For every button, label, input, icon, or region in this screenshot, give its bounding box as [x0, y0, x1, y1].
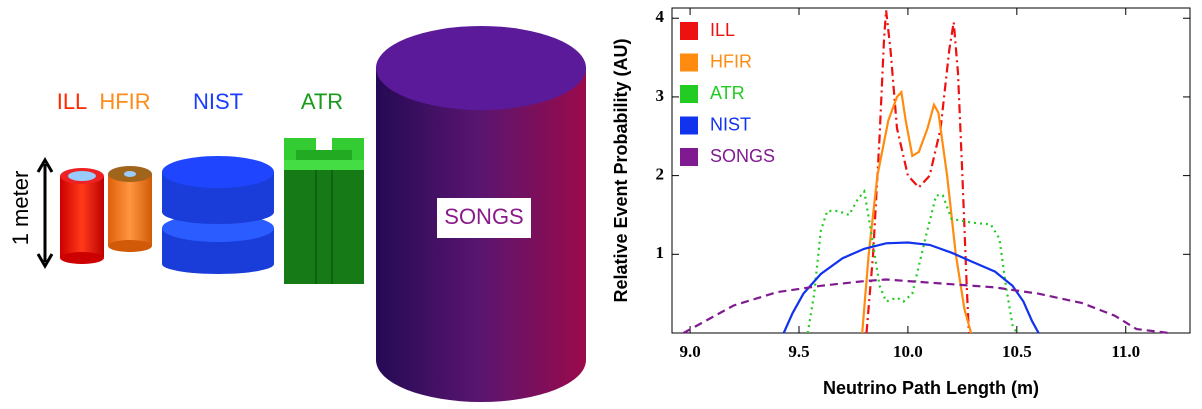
atr-core — [284, 138, 364, 284]
label-hfir: HFIR — [99, 89, 150, 114]
ill-core — [60, 168, 104, 264]
x-tick-label: 9.0 — [679, 342, 700, 361]
legend-label: NIST — [710, 114, 751, 134]
y-axis-label: Relative Event Probability (AU) — [611, 38, 631, 302]
y-tick-label: 4 — [656, 7, 665, 26]
y-tick-label: 3 — [656, 86, 665, 105]
legend-swatch — [680, 148, 698, 166]
x-axis-label: Neutrino Path Length (m) — [823, 378, 1039, 398]
plot-frame — [671, 7, 1191, 334]
legend-swatch — [680, 85, 698, 103]
nist-core — [162, 156, 274, 274]
legend-swatch — [680, 53, 698, 72]
y-tick-label: 1 — [656, 243, 665, 262]
songs-core — [376, 26, 586, 402]
chart: 9.0 9.5 10.0 10.5 11.0 1 2 3 4 Neutrino Path Leng… — [611, 7, 1191, 398]
series-line — [865, 10, 970, 334]
series-line — [861, 89, 973, 334]
legend-label: ATR — [710, 83, 745, 103]
x-tick-label: 10.0 — [893, 342, 923, 361]
legend-label: ILL — [710, 20, 735, 40]
scale-arrow — [36, 157, 54, 269]
hfir-core — [108, 166, 152, 252]
label-atr: ATR — [301, 89, 343, 114]
legend-label: SONGS — [710, 146, 775, 166]
label-scale: 1 meter — [8, 171, 33, 246]
series-line — [806, 188, 1018, 334]
diagram: ILL HFIR NIST ATR 1 meter SONGS — [8, 26, 586, 402]
label-ill: ILL — [57, 89, 88, 114]
legend-swatch — [680, 116, 698, 135]
legend-swatch — [680, 22, 698, 40]
x-tick-label: 10.5 — [1002, 342, 1032, 361]
series-line — [782, 241, 1040, 334]
y-tick-label: 2 — [656, 165, 665, 184]
x-tick-label: 11.0 — [1111, 342, 1140, 361]
label-songs: SONGS — [444, 204, 523, 229]
series-line — [682, 278, 1170, 335]
legend-label: HFIR — [710, 51, 752, 71]
label-nist: NIST — [193, 89, 243, 114]
x-tick-label: 9.5 — [788, 342, 809, 361]
